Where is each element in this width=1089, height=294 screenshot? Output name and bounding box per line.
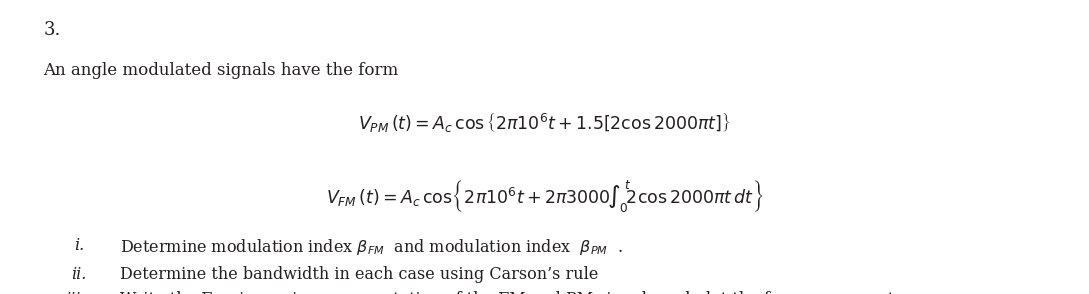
- Text: $V_{PM}\,(t) = A_c\,\cos\left\{2\pi 10^6t+1.5\left[2\cos 2000\pi t\right]\right\: $V_{PM}\,(t) = A_c\,\cos\left\{2\pi 10^6…: [358, 112, 731, 135]
- Text: iii.: iii.: [65, 291, 86, 294]
- Text: i.: i.: [74, 237, 84, 254]
- Text: ii.: ii.: [71, 266, 86, 283]
- Text: Write the Fourier series representation of the FM and PM signals and plot the fr: Write the Fourier series representation …: [120, 291, 932, 294]
- Text: $V_{FM}\,(t) = A_c\,\cos\!\left\{2\pi 10^6t+2\pi 3000\!\int_0^{\,t}\!2\cos 2000\: $V_{FM}\,(t) = A_c\,\cos\!\left\{2\pi 10…: [326, 179, 763, 216]
- Text: 3.: 3.: [44, 21, 61, 39]
- Text: Determine the bandwidth in each case using Carson’s rule: Determine the bandwidth in each case usi…: [120, 266, 598, 283]
- Text: An angle modulated signals have the form: An angle modulated signals have the form: [44, 62, 399, 79]
- Text: Determine modulation index $\beta_{FM}$  and modulation index  $\beta_{PM}$  .: Determine modulation index $\beta_{FM}$ …: [120, 237, 623, 257]
